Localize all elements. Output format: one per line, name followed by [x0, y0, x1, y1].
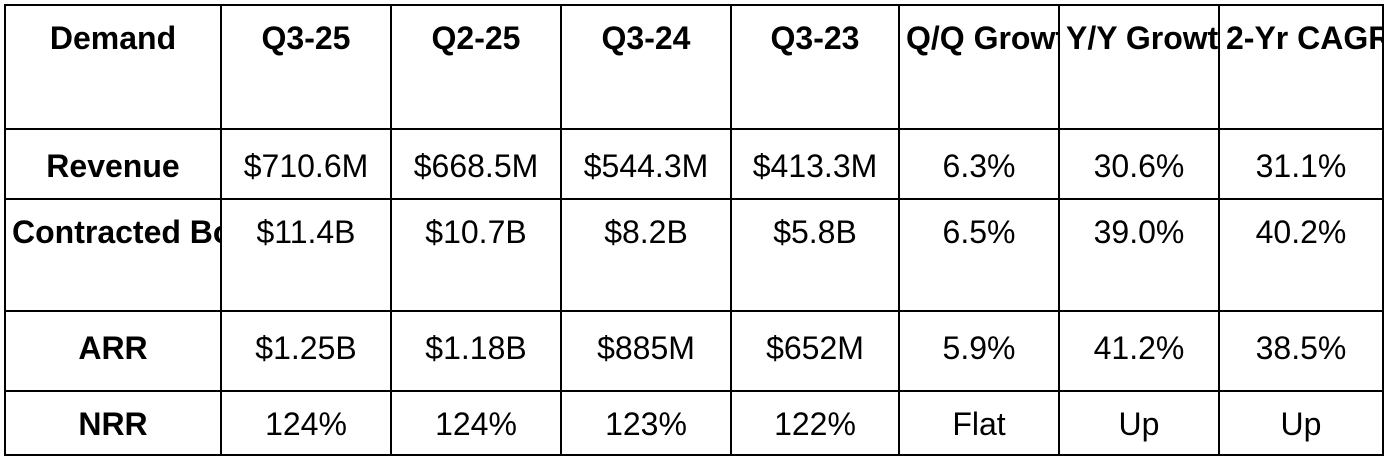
table-row-arr: ARR $1.25B $1.18B $885M $652M 5.9% 41.2%… — [4, 310, 1384, 392]
cell-nrr-yy-growth: Up — [1058, 390, 1220, 456]
header-q3-25: Q3-25 — [220, 4, 392, 130]
cell-arr-q3-23: $652M — [730, 310, 900, 392]
cell-bookings-2yr-cagr: 40.2% — [1218, 198, 1384, 312]
table-row-contracted-bookings: Contracted Bookings $11.4B $10.7B $8.2B … — [4, 198, 1384, 312]
cell-nrr-q2-25: 124% — [390, 390, 562, 456]
cell-bookings-q2-25: $10.7B — [390, 198, 562, 312]
cell-revenue-q3-23: $413.3M — [730, 128, 900, 200]
cell-nrr-q3-23: 122% — [730, 390, 900, 456]
header-yy-growth: Y/Y Growth — [1058, 4, 1220, 130]
cell-bookings-yy-growth: 39.0% — [1058, 198, 1220, 312]
cell-revenue-2yr-cagr: 31.1% — [1218, 128, 1384, 200]
header-2yr-cagr: 2-Yr CAGR — [1218, 4, 1384, 130]
cell-revenue-q2-25: $668.5M — [390, 128, 562, 200]
header-q3-24: Q3-24 — [560, 4, 732, 130]
cell-arr-q3-24: $885M — [560, 310, 732, 392]
cell-arr-q3-25: $1.25B — [220, 310, 392, 392]
cell-arr-2yr-cagr: 38.5% — [1218, 310, 1384, 392]
row-label-nrr: NRR — [4, 390, 222, 456]
cell-nrr-2yr-cagr: Up — [1218, 390, 1384, 456]
cell-revenue-q3-25: $710.6M — [220, 128, 392, 200]
header-q3-23: Q3-23 — [730, 4, 900, 130]
cell-bookings-q3-25: $11.4B — [220, 198, 392, 312]
cell-bookings-q3-23: $5.8B — [730, 198, 900, 312]
header-qq-growth: Q/Q Growth — [898, 4, 1060, 130]
cell-bookings-qq-growth: 6.5% — [898, 198, 1060, 312]
row-label-revenue: Revenue — [4, 128, 222, 200]
cell-bookings-q3-24: $8.2B — [560, 198, 732, 312]
cell-revenue-qq-growth: 6.3% — [898, 128, 1060, 200]
cell-nrr-qq-growth: Flat — [898, 390, 1060, 456]
cell-arr-q2-25: $1.18B — [390, 310, 562, 392]
row-label-contracted-bookings: Contracted Bookings — [4, 198, 222, 312]
header-demand: Demand — [4, 4, 222, 130]
table-row-revenue: Revenue $710.6M $668.5M $544.3M $413.3M … — [4, 128, 1384, 200]
header-row: Demand Q3-25 Q2-25 Q3-24 Q3-23 Q/Q Growt… — [4, 4, 1384, 130]
cell-revenue-yy-growth: 30.6% — [1058, 128, 1220, 200]
cell-arr-yy-growth: 41.2% — [1058, 310, 1220, 392]
demand-table: Demand Q3-25 Q2-25 Q3-24 Q3-23 Q/Q Growt… — [4, 4, 1384, 456]
table-row-nrr: NRR 124% 124% 123% 122% Flat Up Up — [4, 390, 1384, 456]
cell-nrr-q3-25: 124% — [220, 390, 392, 456]
cell-nrr-q3-24: 123% — [560, 390, 732, 456]
row-label-arr: ARR — [4, 310, 222, 392]
cell-arr-qq-growth: 5.9% — [898, 310, 1060, 392]
header-q2-25: Q2-25 — [390, 4, 562, 130]
cell-revenue-q3-24: $544.3M — [560, 128, 732, 200]
